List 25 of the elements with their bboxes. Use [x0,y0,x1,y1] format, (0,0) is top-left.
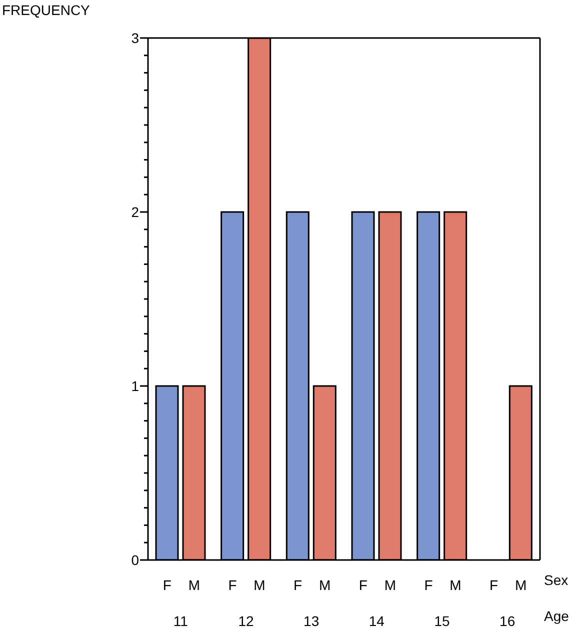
x-tick-label: 13 [304,613,320,629]
y-axis-title: FREQUENCY [2,2,90,18]
text: M [384,577,396,593]
y-tick-label: 3 [131,30,140,46]
x-tick-label: 12 [238,613,254,629]
text: M [514,577,527,593]
x-tick-label: 15 [434,613,450,629]
text: M [318,577,331,593]
x-tick-label: 11 [173,613,188,629]
legend-title: Sex [544,572,568,588]
x-axis-title: Age [544,608,569,624]
x-tick-label: 16 [500,613,516,629]
series-label: F [162,577,172,593]
text: F [228,577,237,593]
text: F [358,577,368,593]
text: M [254,577,266,593]
text: M [450,577,462,593]
y-tick-label: 0 [131,552,140,568]
text: F [490,577,498,593]
text: F [294,577,302,593]
y-tick-label: 2 [131,204,140,220]
x-tick-label: 14 [368,613,385,629]
y-tick-label: 1 [131,378,140,394]
series-label: M [188,577,200,593]
text: F [424,577,433,593]
